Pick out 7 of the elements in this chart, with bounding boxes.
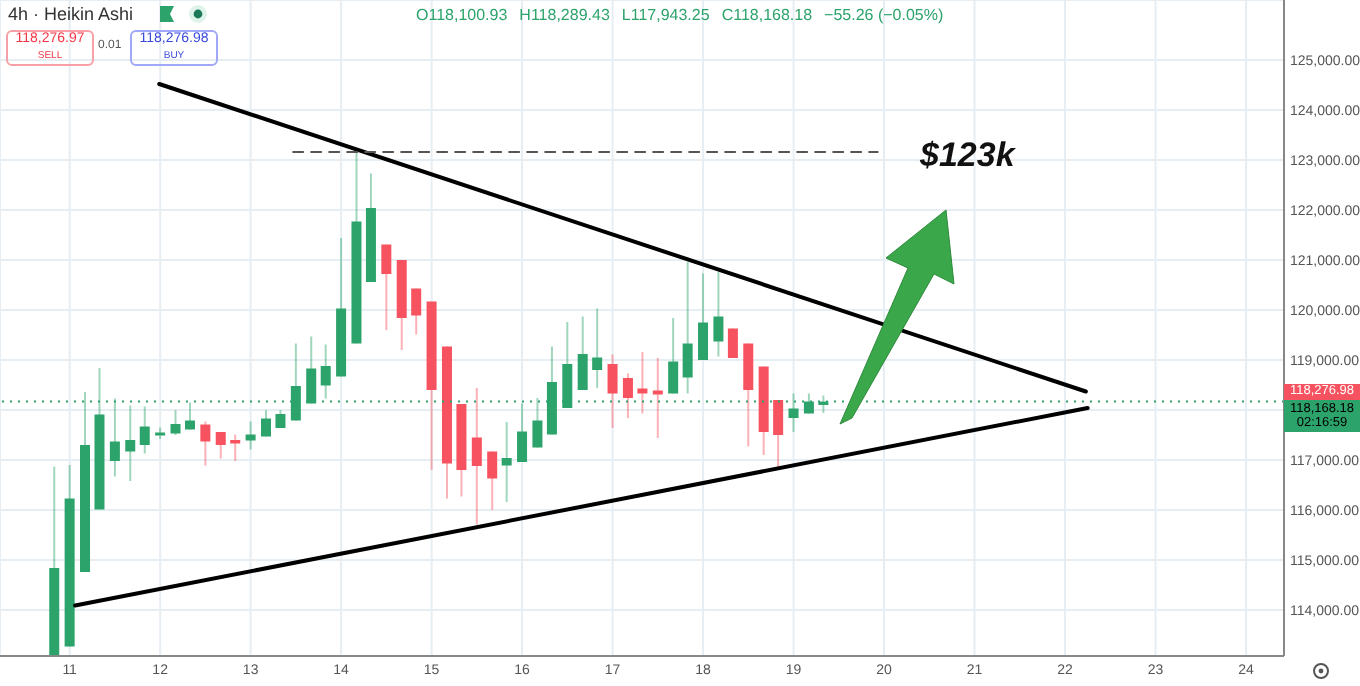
annotation: $123k (920, 136, 1015, 176)
annotation: H118,289.43 (519, 6, 610, 24)
annotation: −55.26 (−0.05%) (824, 6, 944, 24)
annotation: C118,168.18 (721, 6, 813, 24)
chart-title: 4h · Heikin Ashi (8, 4, 134, 24)
annotation: L117,943.25 (621, 6, 710, 24)
annotation: O118,100.93 (416, 6, 508, 24)
